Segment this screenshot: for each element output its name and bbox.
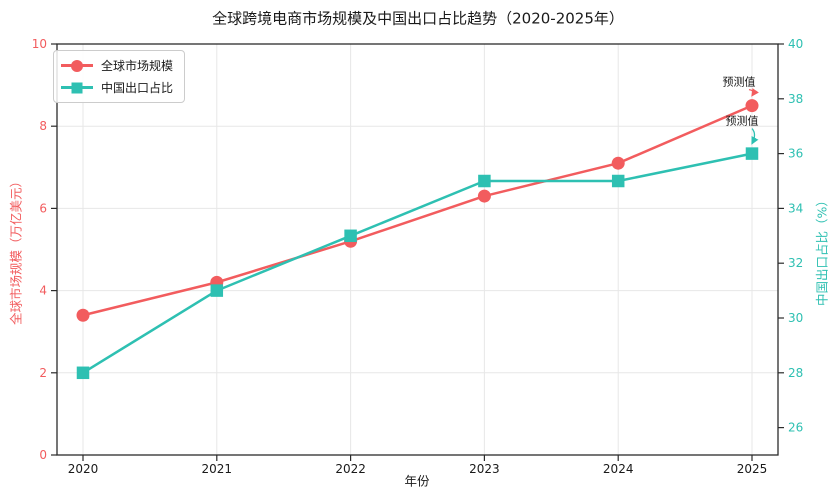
left-axis-tick-label: 0 — [39, 448, 47, 462]
right-axis-tick-label: 30 — [788, 311, 803, 325]
legend-label: 全球市场规模 — [101, 59, 174, 73]
data-point-china-export — [344, 229, 357, 243]
data-point-china-export — [611, 174, 625, 188]
legend-line-circle-icon — [61, 59, 93, 73]
right-axis-tick-label: 32 — [788, 256, 803, 270]
left-axis-tick-label: 10 — [32, 37, 47, 51]
left-axis-tick-label: 4 — [39, 284, 47, 298]
x-axis-tick-label: 2021 — [202, 462, 233, 476]
right-axis-tick-label: 34 — [788, 201, 803, 215]
x-axis-tick-label: 2025 — [737, 462, 768, 476]
series-line-china-export — [82, 152, 753, 374]
right-axis-tick-label: 26 — [788, 421, 803, 435]
legend-line-square-icon — [61, 81, 93, 95]
right-axis-tick-label: 28 — [788, 366, 803, 380]
chart-legend: 全球市场规模 中国出口占比 — [53, 50, 186, 103]
data-point-china-export — [76, 366, 90, 380]
plot-border — [56, 43, 779, 456]
legend-item-global-market: 全球市场规模 — [61, 57, 173, 74]
data-point-china-export — [745, 147, 759, 160]
forecast-annotation-label: 预测值 — [726, 115, 759, 128]
x-axis-tick-label: 2022 — [335, 462, 366, 476]
x-axis-tick-label: 2024 — [603, 462, 634, 476]
data-point-china-export — [210, 284, 224, 297]
legend-item-china-export: 中国出口占比 — [61, 79, 173, 96]
x-axis-tick-label: 2020 — [68, 462, 99, 476]
forecast-annotation-arrow — [751, 128, 759, 145]
right-axis-tick-label: 38 — [788, 92, 803, 106]
right-axis-tick-label: 40 — [788, 37, 803, 51]
data-point-global-market — [76, 308, 90, 322]
left-axis-tick-label: 2 — [39, 366, 47, 380]
data-point-global-market — [745, 99, 759, 113]
right-axis-title: 中国出口占比（%） — [814, 194, 830, 306]
series-line-global-market — [82, 104, 753, 317]
left-axis-tick-label: 8 — [39, 119, 47, 133]
chart-title: 全球跨境电商市场规模及中国出口占比趋势（2020-2025年） — [212, 9, 624, 28]
forecast-annotation-arrow — [748, 88, 759, 97]
data-point-global-market — [477, 189, 491, 203]
data-point-china-export — [478, 174, 491, 188]
legend-label: 中国出口占比 — [101, 81, 174, 95]
forecast-annotation-label: 预测值 — [723, 76, 756, 89]
data-point-global-market — [611, 156, 625, 170]
x-axis-title: 年份 — [404, 473, 430, 489]
right-axis-tick-label: 36 — [788, 147, 803, 161]
left-axis-title: 全球市场规模（万亿美元） — [8, 174, 24, 326]
x-axis-tick-label: 2023 — [469, 462, 500, 476]
left-axis-tick-label: 6 — [39, 201, 47, 215]
